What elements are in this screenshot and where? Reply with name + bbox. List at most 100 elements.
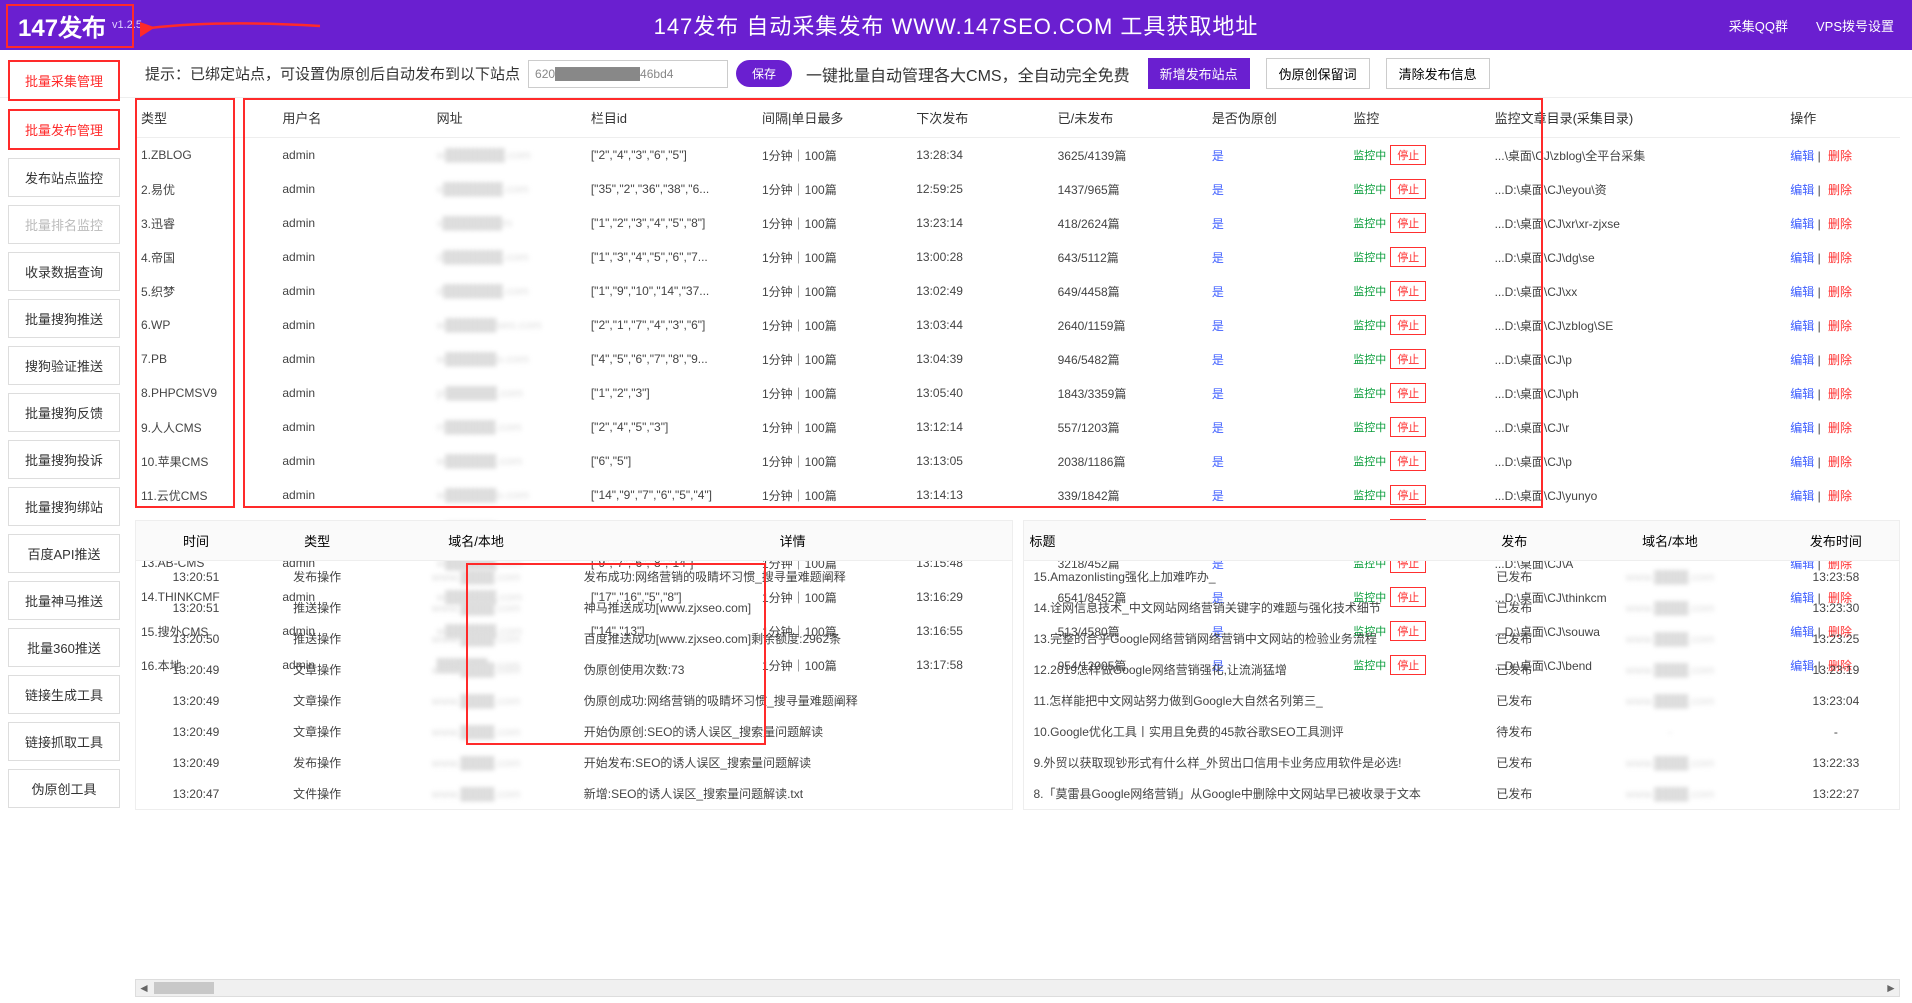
delete-link[interactable]: 删除 [1828,387,1852,401]
edit-link[interactable]: 编辑 [1790,455,1814,469]
stop-button[interactable]: 停止 [1390,417,1426,437]
cell-pseudo[interactable]: 是 [1206,478,1347,512]
cell-pseudo[interactable]: 是 [1206,138,1347,173]
edit-link[interactable]: 编辑 [1790,285,1814,299]
cell-intv: 1分钟｜100篇 [756,138,910,173]
cell-pseudo[interactable]: 是 [1206,444,1347,478]
delete-link[interactable]: 删除 [1828,421,1852,435]
sidebar-item[interactable]: 百度API推送 [8,534,120,573]
cell-pseudo[interactable]: 是 [1206,274,1347,308]
sidebar-item[interactable]: 批量搜狗绑站 [8,487,120,526]
sidebar-item[interactable]: 搜狗验证推送 [8,346,120,385]
log-right-pane: 标题发布域名/本地发布时间15.Amazonlisting强化上加难咋办_已发布… [1023,520,1901,810]
new-site-button[interactable]: 新增发布站点 [1148,58,1250,89]
cell-pseudo[interactable]: 是 [1206,240,1347,274]
cell-dir: ...D:\桌面\CJ\dg\se [1489,240,1785,274]
token-input[interactable] [528,60,728,88]
stop-button[interactable]: 停止 [1390,451,1426,471]
edit-link[interactable]: 编辑 [1790,149,1814,163]
stop-button[interactable]: 停止 [1390,145,1426,165]
stop-button[interactable]: 停止 [1390,383,1426,403]
sidebar-item[interactable]: 链接生成工具 [8,675,120,714]
edit-link[interactable]: 编辑 [1790,387,1814,401]
vps-settings-link[interactable]: VPS拨号设置 [1816,16,1894,35]
scroll-thumb[interactable] [154,982,214,994]
log-row: 13:20:50推送操作www.████.com百度推送成功[www.zjxse… [136,623,1012,654]
log-left-pane: 时间类型域名/本地详情13:20:51发布操作www.████.com发布成功:… [135,520,1013,810]
cell-dir: ...D:\桌面\CJ\zblog\SE [1489,308,1785,342]
keep-words-button[interactable]: 伪原创保留词 [1266,58,1370,89]
edit-link[interactable]: 编辑 [1790,319,1814,333]
cell-type: 9.人人CMS [135,410,276,444]
delete-link[interactable]: 删除 [1828,183,1852,197]
scroll-right-icon[interactable]: ► [1883,981,1899,995]
edit-link[interactable]: 编辑 [1790,489,1814,503]
cell-user: admin [276,376,430,410]
col-header: 网址 [431,98,585,138]
log-col-header: 时间 [136,521,256,561]
cell-pseudo[interactable]: 是 [1206,172,1347,206]
stop-button[interactable]: 停止 [1390,281,1426,301]
sidebar-item[interactable]: 批量排名监控 [8,205,120,244]
sidebar-item[interactable]: 批量搜狗投诉 [8,440,120,479]
col-header: 已/未发布 [1052,98,1206,138]
delete-link[interactable]: 删除 [1828,489,1852,503]
delete-link[interactable]: 删除 [1828,251,1852,265]
cell-monitor: 监控中停止 [1347,240,1488,274]
cell-pseudo[interactable]: 是 [1206,376,1347,410]
edit-link[interactable]: 编辑 [1790,251,1814,265]
stop-button[interactable]: 停止 [1390,213,1426,233]
sidebar-item[interactable]: 批量采集管理 [8,60,120,101]
log-row: 8.「莫雷县Google网络营销」从Google中删除中文网站早已被收录于文本已… [1024,778,1900,809]
sidebar-item[interactable]: 收录数据查询 [8,252,120,291]
edit-link[interactable]: 编辑 [1790,217,1814,231]
log-row: 13:20:47文件操作www.████.com新增:SEO的诱人误区_搜索量问… [136,778,1012,809]
delete-link[interactable]: 删除 [1828,455,1852,469]
sidebar-item[interactable]: 批量360推送 [8,628,120,667]
cell-pseudo[interactable]: 是 [1206,410,1347,444]
log-col-header: 域名/本地 [1567,521,1773,561]
cell-type: 2.易优 [135,172,276,206]
log-row: 14.诠网信息技术_中文网站网络营销关键字的难题与强化技术细节已发布www.██… [1024,592,1900,623]
sidebar-item[interactable]: 批量搜狗反馈 [8,393,120,432]
sidebar-item[interactable]: 批量发布管理 [8,109,120,150]
cell-cols: ["2","4","5","3"] [585,410,756,444]
cell-pseudo[interactable]: 是 [1206,206,1347,240]
sidebar-item[interactable]: 发布站点监控 [8,158,120,197]
cell-dir: ...D:\桌面\CJ\p [1489,444,1785,478]
save-button[interactable]: 保存 [736,60,792,87]
cell-ops: 编辑 | 删除 [1784,444,1900,478]
cell-url: d███████.com [431,240,585,274]
delete-link[interactable]: 删除 [1828,217,1852,231]
cell-pseudo[interactable]: 是 [1206,308,1347,342]
edit-link[interactable]: 编辑 [1790,353,1814,367]
delete-link[interactable]: 删除 [1828,353,1852,367]
stop-button[interactable]: 停止 [1390,247,1426,267]
stop-button[interactable]: 停止 [1390,485,1426,505]
stop-button[interactable]: 停止 [1390,315,1426,335]
qq-group-link[interactable]: 采集QQ群 [1729,16,1788,35]
log-row: 11.怎样能把中文网站努力做到Google大自然名列第三_已发布www.████… [1024,685,1900,716]
scroll-left-icon[interactable]: ◄ [136,981,152,995]
edit-link[interactable]: 编辑 [1790,183,1814,197]
clear-button[interactable]: 清除发布信息 [1386,58,1490,89]
cell-pseudo[interactable]: 是 [1206,342,1347,376]
delete-link[interactable]: 删除 [1828,149,1852,163]
cell-url: w██████.com [431,444,585,478]
sidebar-item[interactable]: 批量搜狗推送 [8,299,120,338]
cell-next: 13:13:05 [910,444,1051,478]
cell-dir: ...D:\桌面\CJ\p [1489,342,1785,376]
edit-link[interactable]: 编辑 [1790,421,1814,435]
cell-url: x███████m [431,206,585,240]
sidebar-item[interactable]: 批量神马推送 [8,581,120,620]
sidebar-item[interactable]: 链接抓取工具 [8,722,120,761]
delete-link[interactable]: 删除 [1828,285,1852,299]
cell-intv: 1分钟｜100篇 [756,342,910,376]
delete-link[interactable]: 删除 [1828,319,1852,333]
col-header: 间隔|单日最多 [756,98,910,138]
sidebar-item[interactable]: 伪原创工具 [8,769,120,808]
h-scrollbar[interactable]: ◄ ► [135,979,1900,997]
stop-button[interactable]: 停止 [1390,179,1426,199]
stop-button[interactable]: 停止 [1390,349,1426,369]
cell-dir: ...D:\桌面\CJ\yunyo [1489,478,1785,512]
